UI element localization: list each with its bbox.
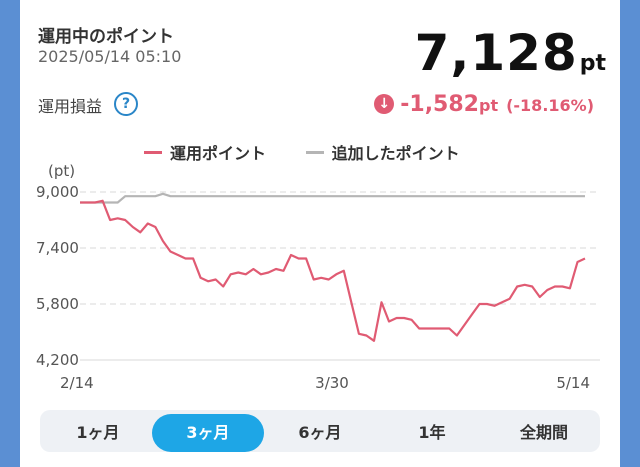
x-tick-label: 5/14 [556,374,590,392]
tab-2[interactable]: 6ヶ月 [298,423,342,442]
pl-label: 運用損益 [38,97,103,116]
legend-added: 追加したポイント [305,140,460,164]
legend-swatch-operating [144,151,162,154]
points-card [20,0,620,467]
tab-4[interactable]: 全期間 [519,423,568,442]
y-tick-label: 4,200 [36,351,79,369]
tab-0[interactable]: 1ヶ月 [76,423,120,442]
tab-3[interactable]: 1年 [418,423,446,442]
tab-1[interactable]: 3ヶ月 [152,414,264,452]
legend-label-added: 追加したポイント [331,144,460,163]
legend-label-operating: 運用ポイント [170,144,267,163]
pl-percent: (-18.16%) [506,96,594,115]
pl-value: ↓ -1,582pt (-18.16%) [374,92,594,117]
period-tabs: 1ヶ月 3ヶ月 6ヶ月 1年 全期間 [40,410,600,452]
points-balance: 7,128pt [415,24,606,82]
down-arrow-circle-icon: ↓ [374,94,395,114]
y-tick-label: 9,000 [36,183,79,201]
y-axis-unit-label: (pt) [48,162,75,180]
points-unit: pt [579,51,606,76]
page-title: 運用中のポイント [38,27,174,47]
chart-legend: 運用ポイント 追加したポイント [144,140,494,164]
pl-unit: pt [478,96,499,115]
x-tick-label: 2/14 [60,374,94,392]
legend-operating: 運用ポイント [144,140,266,164]
points-value: 7,128 [414,24,578,82]
series-line-added [80,192,585,204]
y-tick-label: 5,800 [36,295,79,313]
pl-amount: -1,582 [400,92,479,117]
x-tick-label: 3/30 [315,374,349,392]
legend-swatch-added [305,151,324,154]
y-tick-label: 7,400 [36,239,79,257]
timestamp: 2025/05/14 05:10 [38,47,182,66]
series-line-operating [80,199,586,342]
question-circle-icon[interactable]: ? [114,92,138,116]
